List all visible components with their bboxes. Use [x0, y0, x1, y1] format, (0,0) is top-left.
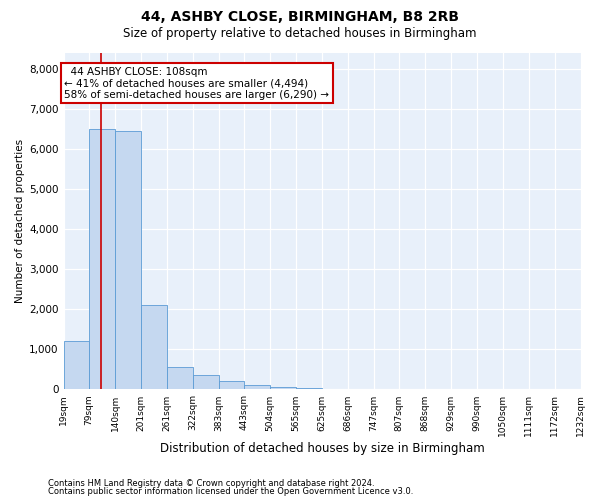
X-axis label: Distribution of detached houses by size in Birmingham: Distribution of detached houses by size …	[160, 442, 484, 455]
Bar	[167, 368, 193, 390]
Text: Contains public sector information licensed under the Open Government Licence v3: Contains public sector information licen…	[48, 487, 413, 496]
Bar	[296, 388, 322, 390]
Bar	[218, 382, 244, 390]
Bar	[89, 128, 115, 390]
Bar	[322, 388, 348, 390]
Bar	[193, 376, 218, 390]
Bar	[141, 305, 167, 390]
Bar	[270, 387, 296, 390]
Text: 44, ASHBY CLOSE, BIRMINGHAM, B8 2RB: 44, ASHBY CLOSE, BIRMINGHAM, B8 2RB	[141, 10, 459, 24]
Bar	[244, 385, 270, 390]
Bar	[115, 130, 141, 390]
Text: Size of property relative to detached houses in Birmingham: Size of property relative to detached ho…	[123, 28, 477, 40]
Text: 44 ASHBY CLOSE: 108sqm
← 41% of detached houses are smaller (4,494)
58% of semi-: 44 ASHBY CLOSE: 108sqm ← 41% of detached…	[64, 66, 329, 100]
Y-axis label: Number of detached properties: Number of detached properties	[15, 139, 25, 303]
Text: Contains HM Land Registry data © Crown copyright and database right 2024.: Contains HM Land Registry data © Crown c…	[48, 478, 374, 488]
Bar	[64, 342, 89, 390]
